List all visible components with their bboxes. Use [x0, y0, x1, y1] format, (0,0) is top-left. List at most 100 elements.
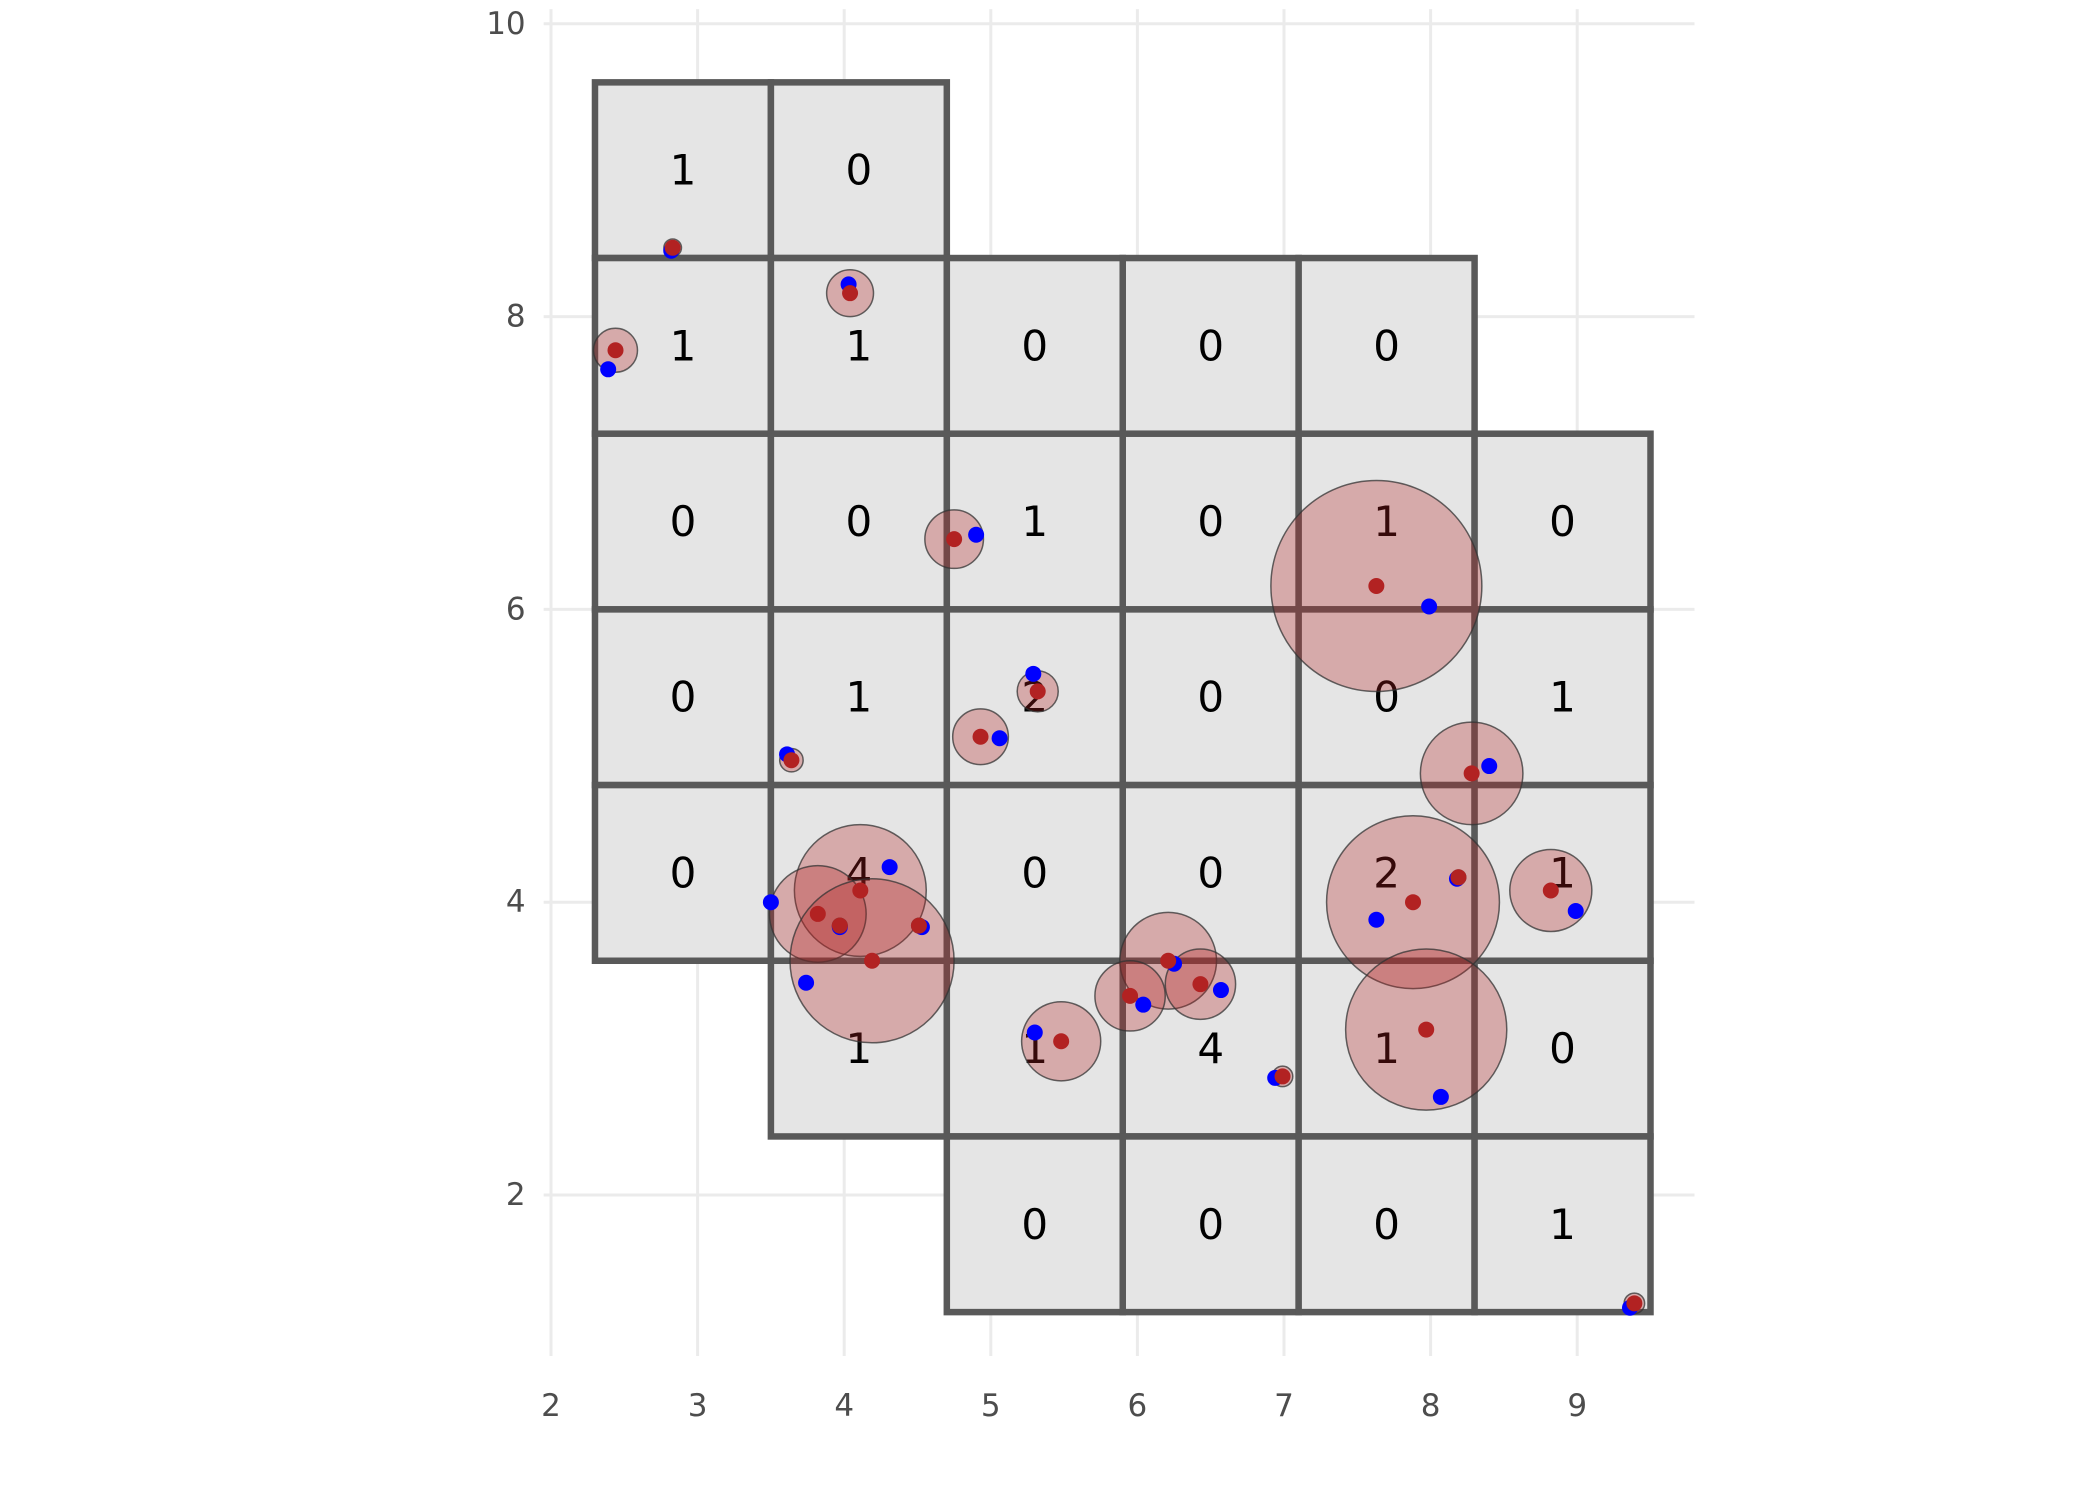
red-point — [809, 905, 826, 922]
grid-cell — [1295, 781, 1478, 965]
blue-point — [600, 361, 617, 378]
cell-count-label: 0 — [1197, 497, 1224, 546]
x-tick-label: 4 — [834, 1388, 854, 1424]
red-point — [1274, 1068, 1291, 1085]
cell-count-label: 0 — [1021, 848, 1048, 897]
red-point — [852, 882, 869, 899]
grid-cell — [1119, 606, 1302, 789]
cell-count-label: 2 — [1373, 848, 1400, 897]
cell-count-label: 0 — [670, 848, 697, 897]
grid-cell — [591, 254, 775, 437]
cell-count-label: 0 — [1373, 1200, 1400, 1249]
red-point — [607, 342, 624, 359]
cell-count-label: 1 — [670, 146, 697, 195]
cell-count-label: 0 — [1373, 321, 1400, 370]
red-point — [972, 728, 989, 745]
cell-count-label: 0 — [1549, 1024, 1576, 1073]
cell-count-label: 0 — [670, 673, 697, 722]
cell-count-label: 0 — [1197, 848, 1224, 897]
red-point — [946, 531, 963, 548]
y-tick-label: 2 — [506, 1177, 526, 1213]
grid-cell — [943, 254, 1126, 437]
blue-point — [1212, 982, 1229, 999]
red-point — [842, 285, 859, 302]
cell-count-label: 0 — [1197, 1200, 1224, 1249]
cell-count-label: 0 — [845, 497, 872, 546]
y-tick-label: 4 — [506, 884, 526, 920]
cell-count-label: 0 — [670, 497, 697, 546]
cell-count-label: 0 — [1373, 673, 1400, 722]
blue-point — [881, 859, 898, 876]
grid-cell — [1295, 254, 1478, 437]
x-tick-label: 8 — [1421, 1388, 1441, 1424]
grid-cell — [767, 957, 951, 1140]
cell-count-label: 1 — [845, 321, 872, 370]
red-point — [1053, 1033, 1070, 1050]
cell-count-label: 0 — [1021, 1200, 1048, 1249]
red-point — [1029, 683, 1046, 700]
grid-cells — [591, 79, 1654, 1316]
red-point — [1542, 882, 1559, 899]
grid-cell — [767, 430, 951, 613]
y-tick-label: 6 — [506, 591, 526, 627]
red-point — [1626, 1295, 1643, 1312]
red-point — [1192, 976, 1209, 993]
red-point — [910, 917, 927, 934]
cell-count-label: 0 — [1197, 673, 1224, 722]
cell-count-labels: 1011000001010012001040021114100001 — [670, 146, 1576, 1249]
blue-point — [1025, 665, 1042, 682]
data-points — [600, 239, 1643, 1316]
blue-point — [1026, 1024, 1043, 1041]
blue-point — [968, 526, 985, 543]
cell-count-label: 0 — [1197, 321, 1224, 370]
x-tick-label: 3 — [688, 1388, 708, 1424]
x-tick-label: 6 — [1128, 1388, 1148, 1424]
blue-point — [1567, 902, 1584, 919]
y-tick-label: 10 — [486, 6, 525, 42]
cell-count-label: 0 — [1021, 321, 1048, 370]
y-tick-label: 8 — [506, 299, 526, 335]
red-point — [1368, 577, 1385, 594]
red-point — [864, 952, 881, 969]
x-tick-label: 5 — [981, 1388, 1001, 1424]
cell-count-label: 1 — [1373, 1024, 1400, 1073]
red-point — [1463, 765, 1480, 782]
x-tick-label: 9 — [1567, 1388, 1587, 1424]
x-axis-tick-labels: 2 3 4 5 6 7 8 9 — [541, 1388, 1587, 1424]
blue-point — [1421, 598, 1438, 615]
cell-count-label: 1 — [1549, 673, 1576, 722]
grid-cell — [1471, 1133, 1654, 1316]
cell-count-label: 0 — [845, 146, 872, 195]
grid-cell — [1471, 430, 1654, 613]
red-point — [1160, 952, 1177, 969]
blue-point — [1481, 758, 1498, 775]
red-point — [1405, 894, 1422, 911]
red-point — [1122, 987, 1139, 1004]
red-point — [1450, 869, 1467, 886]
grid-cell — [1295, 1133, 1478, 1316]
cell-count-label: 4 — [1197, 1024, 1224, 1073]
red-point — [783, 752, 800, 769]
cell-count-label: 0 — [1549, 497, 1576, 546]
grid-cell — [1471, 606, 1654, 789]
blue-point — [1432, 1088, 1449, 1105]
red-point — [831, 917, 848, 934]
grid-cell — [591, 606, 775, 789]
x-tick-label: 7 — [1274, 1388, 1294, 1424]
grid-cell — [591, 781, 775, 965]
red-point — [664, 239, 681, 256]
red-point — [1418, 1021, 1435, 1038]
grid-cell — [1119, 430, 1302, 613]
x-tick-label: 2 — [541, 1388, 561, 1424]
cell-count-label: 1 — [670, 321, 697, 370]
cell-count-label: 1 — [845, 673, 872, 722]
cell-count-label: 1 — [845, 1024, 872, 1073]
cell-count-label: 1 — [1021, 497, 1048, 546]
grid-cell — [943, 1133, 1126, 1316]
blue-point — [1135, 996, 1152, 1013]
y-axis-tick-labels: 2 4 6 8 10 — [486, 6, 525, 1213]
cell-count-label: 1 — [1549, 1200, 1576, 1249]
blue-point — [762, 894, 779, 911]
blue-point — [991, 730, 1008, 747]
